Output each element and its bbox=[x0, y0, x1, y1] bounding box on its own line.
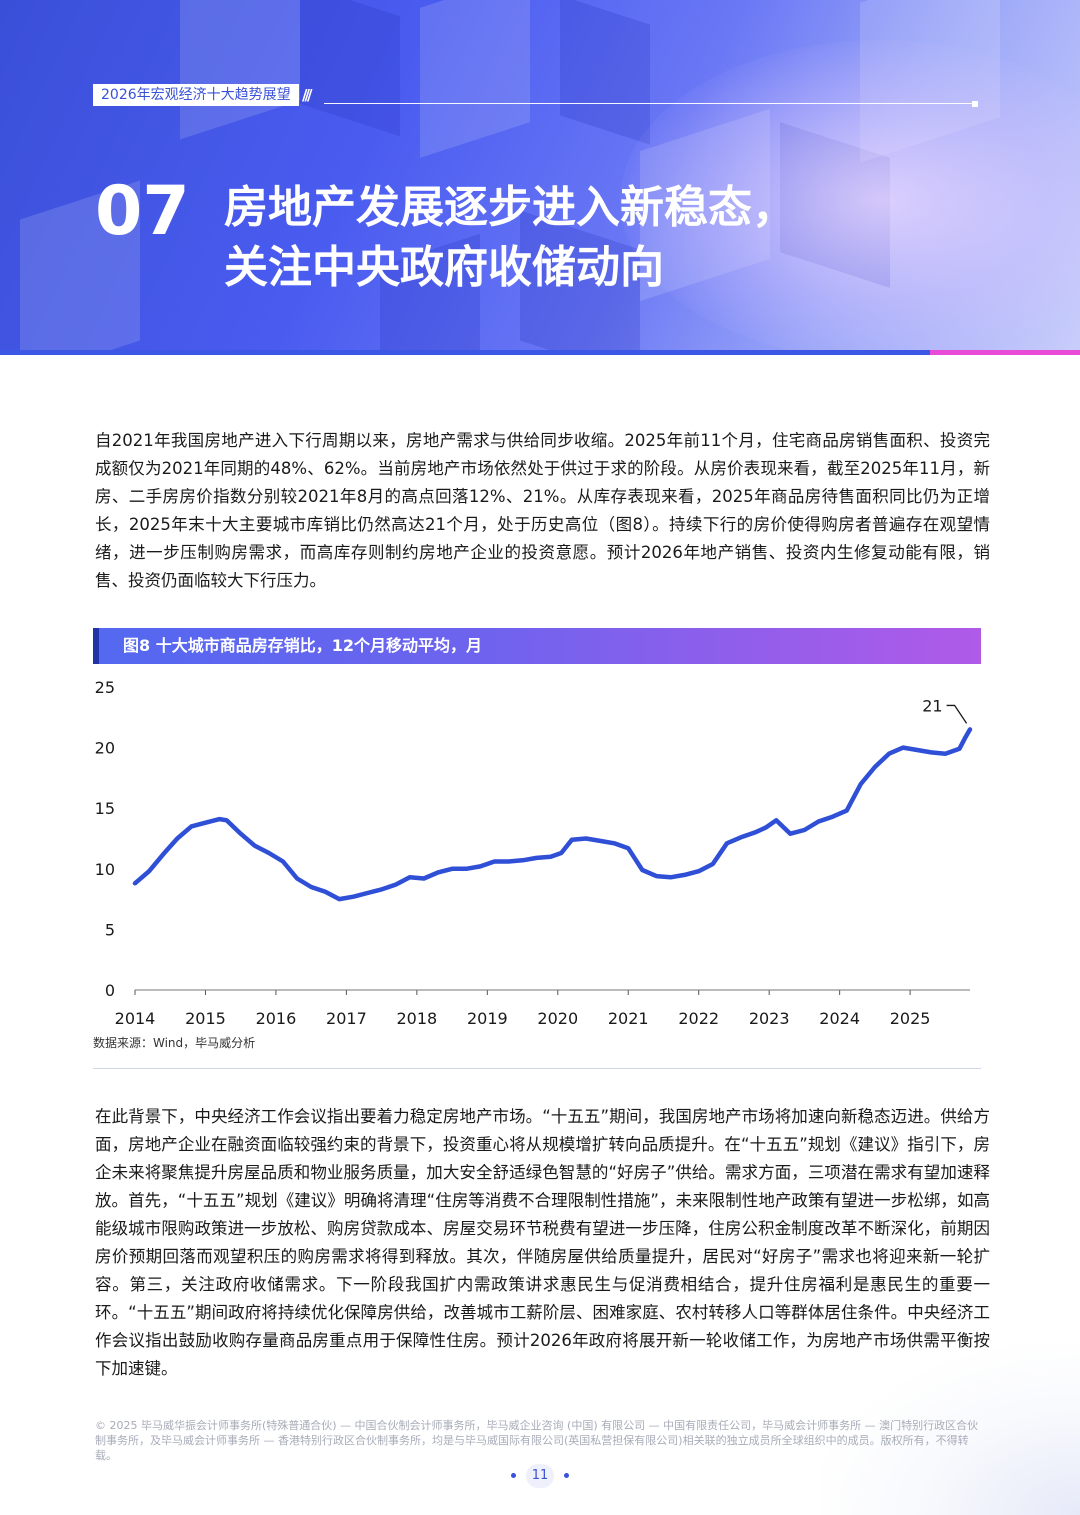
chevron-right-icon: /// bbox=[302, 86, 313, 104]
x-tick-label: 2015 bbox=[185, 1009, 226, 1028]
x-tick-label: 2025 bbox=[890, 1009, 931, 1028]
body-paragraph-1: 自2021年我国房地产进入下行周期以来，房地产需求与供给同步收缩。2025年前1… bbox=[95, 431, 990, 590]
y-tick-label: 15 bbox=[95, 799, 115, 818]
page-title-line1: 房地产发展逐步进入新稳态， bbox=[224, 182, 796, 233]
body-paragraph-2: 在此背景下，中央经济工作会议指出要着力稳定房地产市场。“十五五”期间，我国房地产… bbox=[95, 1107, 990, 1378]
header-rule bbox=[324, 103, 976, 104]
figure-title-edge bbox=[93, 628, 99, 664]
hero-divider bbox=[0, 350, 930, 355]
y-tick-label: 25 bbox=[95, 678, 115, 697]
hero-divider-accent bbox=[930, 350, 1080, 355]
annotation-leader bbox=[946, 704, 968, 724]
y-tick-label: 0 bbox=[105, 981, 115, 1000]
y-tick-label: 10 bbox=[95, 860, 115, 879]
x-tick-label: 2020 bbox=[537, 1009, 578, 1028]
corner-decoration bbox=[820, 1345, 1080, 1515]
annotation-label: 21 bbox=[922, 696, 942, 715]
header-rule-dot bbox=[972, 101, 978, 107]
x-tick-label: 2016 bbox=[256, 1009, 297, 1028]
series-line bbox=[132, 727, 973, 902]
y-tick-label: 5 bbox=[105, 920, 115, 939]
chapter-number: 07 bbox=[95, 172, 190, 251]
x-tick-label: 2022 bbox=[678, 1009, 719, 1028]
page-title-line2: 关注中央政府收储动向 bbox=[224, 242, 664, 293]
x-tick-label: 2014 bbox=[115, 1009, 156, 1028]
x-tick-label: 2019 bbox=[467, 1009, 508, 1028]
page-dot-right bbox=[564, 1473, 569, 1478]
figure-source: 数据来源：Wind，毕马威分析 bbox=[93, 1036, 256, 1050]
figure-title: 图8 十大城市商品房存销比，12个月移动平均，月 bbox=[123, 636, 482, 655]
page-title: 房地产发展逐步进入新稳态， 关注中央政府收储动向 bbox=[224, 178, 796, 298]
footer-copyright: © 2025 毕马威华振会计师事务所(特殊普通合伙) — 中国合伙制会计师事务所… bbox=[95, 1419, 979, 1462]
figure-title-bar: 图8 十大城市商品房存销比，12个月移动平均，月 bbox=[93, 628, 981, 664]
page-dot-left bbox=[511, 1473, 516, 1478]
x-tick-label: 2023 bbox=[749, 1009, 790, 1028]
hero-banner: 2026年宏观经济十大趋势展望 /// 07 房地产发展逐步进入新稳态， 关注中… bbox=[0, 0, 1080, 350]
x-tick-label: 2024 bbox=[819, 1009, 860, 1028]
x-tick-label: 2017 bbox=[326, 1009, 367, 1028]
page-number: 11 bbox=[526, 1464, 554, 1488]
series-tag: 2026年宏观经济十大趋势展望 bbox=[93, 84, 299, 106]
y-tick-label: 20 bbox=[95, 739, 115, 758]
section-divider bbox=[93, 1068, 981, 1069]
x-tick-label: 2018 bbox=[396, 1009, 437, 1028]
x-tick-label: 2021 bbox=[608, 1009, 649, 1028]
